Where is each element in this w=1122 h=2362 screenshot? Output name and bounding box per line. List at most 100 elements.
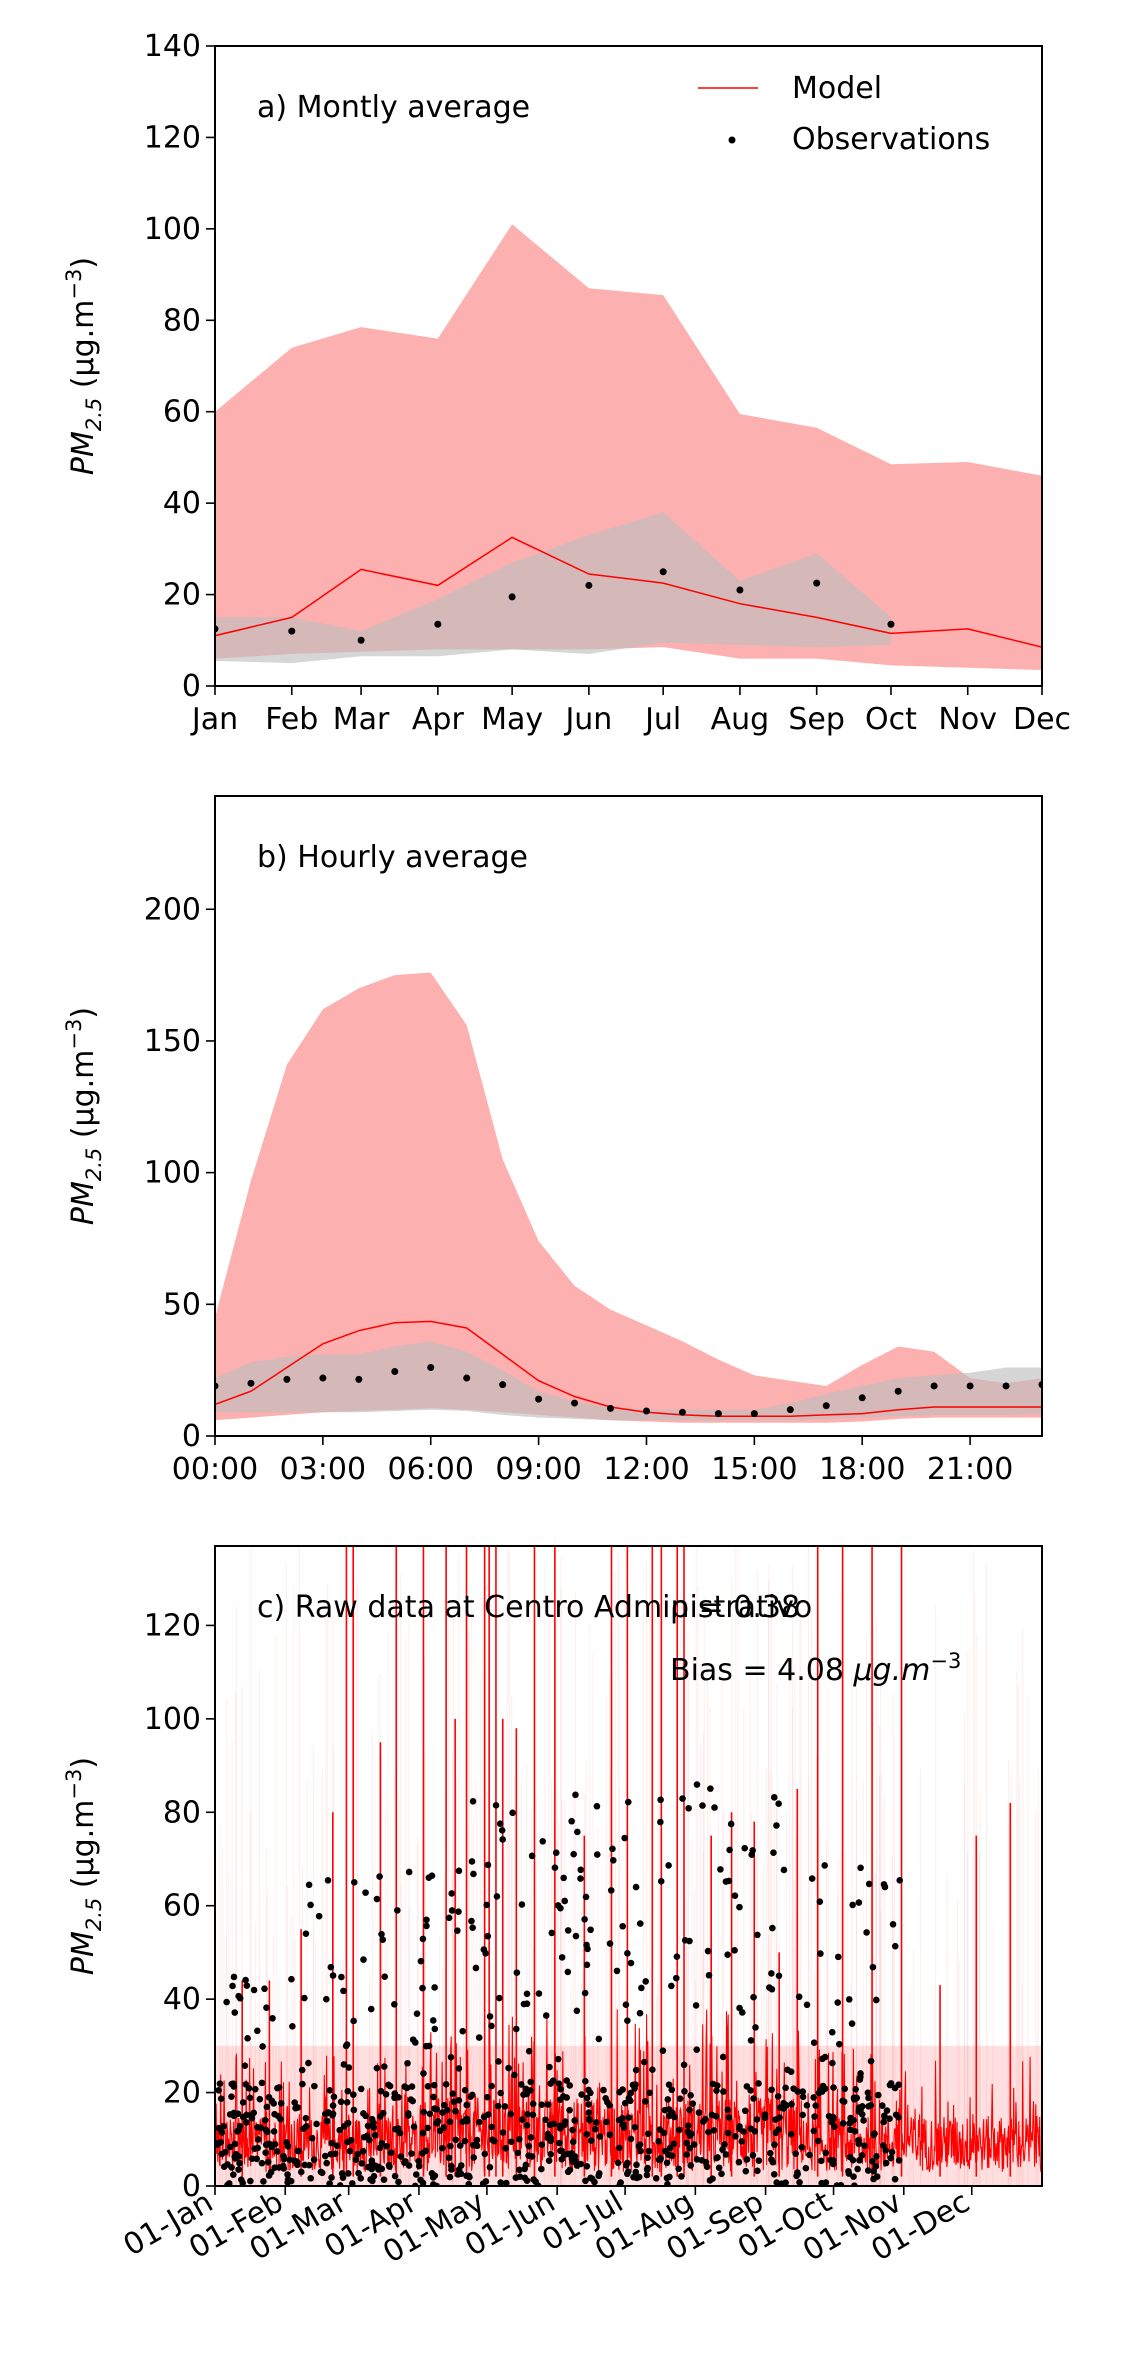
observation-point xyxy=(236,2159,243,2167)
observation-point xyxy=(870,2131,878,2139)
observation-point xyxy=(488,2123,496,2131)
observation-point xyxy=(615,2116,623,2124)
observation-point xyxy=(229,2171,237,2178)
observation-point xyxy=(469,1797,477,1805)
observation-point xyxy=(753,2116,761,2123)
observation-point xyxy=(587,2137,595,2144)
observation-point xyxy=(768,1970,775,1977)
observation-point xyxy=(345,2064,353,2071)
observation-point xyxy=(521,2165,528,2173)
observation-point xyxy=(808,1875,816,1882)
observation-point xyxy=(632,1883,640,1891)
observation-point xyxy=(258,2159,266,2167)
observation-point xyxy=(545,2157,553,2165)
observation-point xyxy=(869,1963,877,1971)
observation-point xyxy=(385,2081,392,2089)
observation-point xyxy=(364,2163,372,2171)
observation-point xyxy=(577,1866,585,1874)
observation-point xyxy=(254,2124,261,2131)
observation-point xyxy=(422,2042,430,2050)
y-tick-label: 200 xyxy=(144,892,201,927)
observation-point xyxy=(222,2148,229,2156)
observation-point xyxy=(289,2022,296,2030)
observation-point xyxy=(664,2096,672,2103)
observation-point xyxy=(330,2093,338,2101)
observation-point xyxy=(581,1989,589,1997)
observation-point xyxy=(420,2108,427,2116)
observation-point xyxy=(364,2122,372,2130)
observation-point xyxy=(783,2102,790,2109)
observation-point xyxy=(812,2102,820,2109)
observation-point xyxy=(685,1804,692,1812)
observation-point xyxy=(326,2180,333,2186)
observation-point xyxy=(498,1827,506,1834)
observation-point xyxy=(429,2017,437,2024)
observation-point xyxy=(839,2120,847,2127)
observation-point xyxy=(338,1973,345,1981)
observation-point xyxy=(625,2114,633,2121)
observation-point xyxy=(592,2125,599,2133)
observation-point xyxy=(431,1984,438,1991)
observation-point xyxy=(657,1818,664,1826)
observation-point xyxy=(217,2095,225,2103)
observation-point xyxy=(564,1968,572,1976)
observation-point xyxy=(307,1901,314,1909)
panel-title: c) Raw data at Centro Administrativo xyxy=(257,1590,812,1625)
observation-point xyxy=(719,2146,726,2153)
observation-point xyxy=(424,2082,432,2090)
legend-model-label: Model xyxy=(792,71,882,106)
observation-point xyxy=(817,1950,824,1957)
observation-point xyxy=(693,1781,701,1788)
observation-point xyxy=(558,2147,566,2155)
observation-point xyxy=(810,2039,818,2046)
observation-point xyxy=(678,1408,686,1416)
observation-point xyxy=(555,2080,563,2087)
observation-point xyxy=(228,2093,235,2100)
observation-point xyxy=(602,2094,609,2102)
y-tick-label: 40 xyxy=(163,1982,201,2017)
observation-point xyxy=(378,2165,386,2173)
y-tick-label: 150 xyxy=(144,1024,201,1059)
observation-point xyxy=(447,2142,454,2150)
observation-point xyxy=(624,1950,631,1957)
observation-point xyxy=(457,2170,465,2178)
observation-point xyxy=(870,2175,877,2183)
y-tick-label: 100 xyxy=(144,212,201,247)
observation-point xyxy=(709,2080,717,2088)
observation-point xyxy=(459,2027,467,2035)
observation-point xyxy=(707,1785,714,1792)
observation-point xyxy=(786,1406,794,1414)
observation-point xyxy=(265,2093,273,2101)
observation-point xyxy=(643,2166,651,2174)
observation-point xyxy=(307,2174,315,2182)
observation-point xyxy=(340,2061,348,2068)
observation-point xyxy=(509,1809,516,1817)
observation-point xyxy=(568,2150,576,2157)
observation-point xyxy=(455,1867,463,1875)
observation-point xyxy=(323,1995,330,2003)
observation-point xyxy=(358,2160,366,2167)
observation-point xyxy=(350,2017,357,2025)
observation-point xyxy=(236,1994,244,2002)
observation-point xyxy=(446,2118,454,2126)
observation-point xyxy=(679,1795,686,1802)
observation-point xyxy=(640,2058,648,2066)
observation-point xyxy=(886,2115,893,2123)
observation-point xyxy=(463,2101,471,2109)
observation-point xyxy=(607,1887,615,1894)
observation-point xyxy=(434,620,442,628)
observation-point xyxy=(725,2114,733,2121)
observation-point xyxy=(665,2081,673,2088)
observation-point xyxy=(473,2142,481,2150)
observation-point xyxy=(542,2116,549,2124)
observation-point xyxy=(496,1820,504,1828)
observation-point xyxy=(690,2141,698,2148)
observation-point xyxy=(348,2180,356,2186)
y-tick-label: 80 xyxy=(163,303,201,338)
observation-point xyxy=(623,2162,630,2169)
observation-point xyxy=(818,2179,825,2186)
observation-point xyxy=(664,2180,671,2186)
model-line xyxy=(215,1320,1042,1417)
observation-point xyxy=(705,1971,713,1979)
observation-point xyxy=(861,2142,868,2150)
